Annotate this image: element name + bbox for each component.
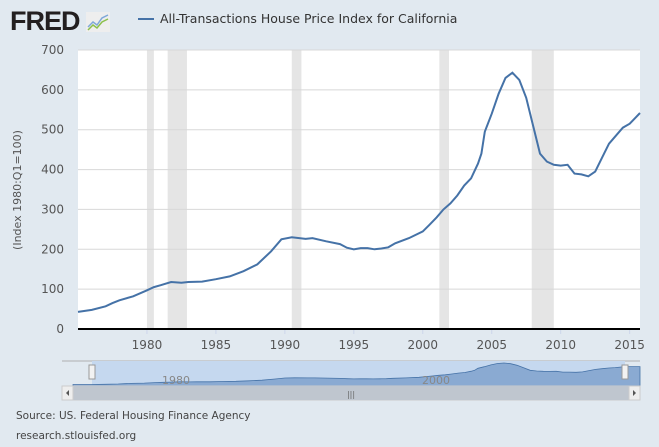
scrollbar-grip-icon: |||: [347, 390, 355, 399]
y-axis-label: (Index 1980:Q1=100): [11, 130, 24, 250]
x-tick-label: 1980: [132, 338, 163, 352]
x-tick-label: 1985: [201, 338, 232, 352]
y-tick-label: 700: [41, 43, 64, 57]
arrow-right-icon: [633, 390, 636, 396]
navigator-handle-right[interactable]: [621, 364, 629, 380]
recession-band: [167, 50, 187, 329]
navigator-area: [72, 362, 641, 387]
y-tick-label: 600: [41, 83, 64, 97]
x-tick-label: 2005: [476, 338, 507, 352]
recession-band: [291, 50, 302, 329]
x-tick-label: 2010: [545, 338, 576, 352]
source-note: Source: US. Federal Housing Finance Agen…: [16, 410, 251, 422]
y-tick-label: 500: [41, 123, 64, 137]
legend-swatch: [138, 17, 154, 20]
series-line: [77, 71, 641, 313]
fred-logo[interactable]: FRED: [10, 6, 111, 37]
navigator-label-2000: 2000: [422, 374, 450, 387]
y-tick-label: 100: [41, 282, 64, 296]
y-tick-label: 0: [56, 322, 64, 336]
x-tick-label: 1995: [339, 338, 370, 352]
fred-logo-chart-icon: [86, 12, 111, 32]
recession-band: [146, 50, 154, 329]
recession-band: [439, 50, 449, 329]
scrollbar-thumb[interactable]: [73, 386, 629, 400]
site-link[interactable]: research.stlouisfed.org: [16, 430, 137, 442]
navigator[interactable]: 1980 2000 |||: [61, 360, 641, 401]
x-tick-label: 2000: [408, 338, 439, 352]
legend-item[interactable]: All-Transactions House Price Index for C…: [138, 11, 457, 26]
x-tick-label: 2015: [614, 338, 645, 352]
plot-background: [78, 50, 640, 329]
x-tick-label: 1990: [270, 338, 301, 352]
y-tick-label: 300: [41, 202, 64, 216]
navigator-handle-left[interactable]: [88, 364, 96, 380]
navigator-label-1980: 1980: [162, 374, 190, 387]
logo-text: FRED: [10, 6, 80, 36]
recession-band: [531, 50, 554, 329]
y-tick-label: 200: [41, 242, 64, 256]
arrow-left-icon: [66, 390, 69, 396]
y-tick-label: 400: [41, 163, 64, 177]
legend-label: All-Transactions House Price Index for C…: [160, 11, 458, 26]
